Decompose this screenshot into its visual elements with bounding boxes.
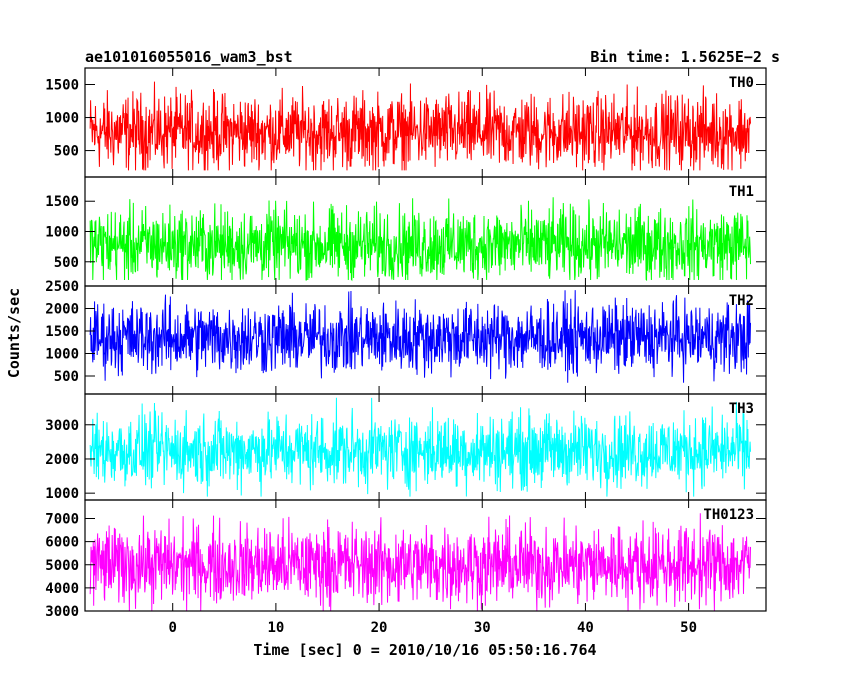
y-tick-label: 1000 xyxy=(45,111,79,127)
series-label-th0123: TH0123 xyxy=(703,507,754,523)
y-tick-label: 2000 xyxy=(45,452,79,468)
y-tick-label: 1500 xyxy=(45,194,79,210)
series-label-th1: TH1 xyxy=(729,184,754,200)
series-label-th0: TH0 xyxy=(729,75,754,91)
series-label-th2: TH2 xyxy=(729,293,754,309)
x-axis-label: Time [sec] 0 = 2010/10/16 05:50:16.764 xyxy=(253,641,596,659)
panel-th2: 500 1000 1500 2000 2500 TH2 xyxy=(45,279,767,395)
panel-frame xyxy=(84,499,767,612)
y-tick-label: 2500 xyxy=(45,279,79,295)
x-tick-label: 40 xyxy=(577,620,594,636)
x-tick-label: 10 xyxy=(267,620,284,636)
x-tick-label: 50 xyxy=(680,620,697,636)
y-tick-label: 5000 xyxy=(45,558,79,574)
y-tick-label: 1500 xyxy=(45,324,79,340)
y-tick-label: 1000 xyxy=(45,347,79,363)
y-tick-label: 500 xyxy=(54,144,79,160)
y-tick-label: 500 xyxy=(54,369,79,385)
panel-th1: 500 1000 1500 TH1 xyxy=(45,176,767,287)
y-tick-label: 4000 xyxy=(45,581,79,597)
series-line-th2 xyxy=(89,290,752,383)
panel-th3: 1000 2000 3000 TH3 xyxy=(45,393,767,502)
y-axis-label: Counts/sec xyxy=(5,288,23,378)
series-line-th0 xyxy=(89,81,752,171)
y-tick-label: 1500 xyxy=(45,78,79,94)
y-tick-label: 3000 xyxy=(45,604,79,620)
chart-title-left: ae101016055016_wam3_bst xyxy=(85,48,293,66)
chart-title-right: Bin time: 1.5625E−2 s xyxy=(590,48,780,66)
y-tick-label: 500 xyxy=(54,255,79,271)
y-tick-label: 6000 xyxy=(45,535,79,551)
y-tick-label: 3000 xyxy=(45,418,79,434)
series-line-th3 xyxy=(89,397,752,497)
series-line-th0123 xyxy=(89,513,752,611)
panel-th0123: 3000 4000 5000 6000 7000 TH0123 xyxy=(45,499,767,620)
y-tick-label: 1000 xyxy=(45,225,79,241)
panel-th0: 500 1000 1500 TH0 xyxy=(45,67,767,178)
x-tick-label: 0 xyxy=(168,620,176,636)
series-line-th1 xyxy=(89,197,752,282)
x-tick-label: 30 xyxy=(474,620,491,636)
y-tick-label: 1000 xyxy=(45,486,79,502)
series-label-th3: TH3 xyxy=(729,401,754,417)
x-tick-label: 20 xyxy=(371,620,388,636)
y-tick-label: 7000 xyxy=(45,512,79,528)
y-tick-label: 2000 xyxy=(45,302,79,318)
